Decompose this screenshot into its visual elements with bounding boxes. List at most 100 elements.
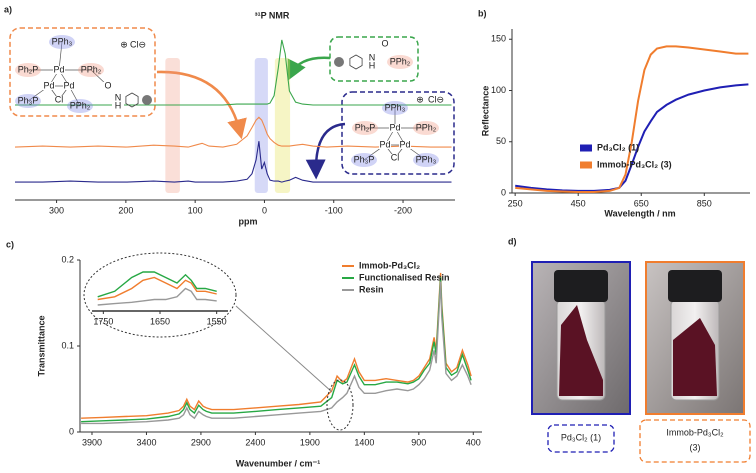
structure-label: N [115,92,122,102]
legend-label: Resin [359,284,384,294]
legend-label: Immob-Pd₃Cl₂ (3) [597,159,672,169]
y-tick-label: 100 [491,85,506,95]
structure-label: O [104,80,111,90]
ring [125,92,139,108]
y-axis-label: Reflectance [480,86,490,137]
ligand-tint [67,99,93,113]
structure-label: Ph₂P [355,122,376,132]
structure-label: Cl [55,94,64,104]
x-tick-label: 650 [634,198,649,208]
x-tick-label: 3400 [136,437,156,447]
legend-label: Pd₃Cl₂ (1) [597,142,639,152]
ligand-tint [49,35,75,49]
caption-frame [547,424,615,453]
structure-label: H [115,100,122,110]
label-bg [53,66,65,74]
structure-frame [341,91,455,175]
ligand-tint [351,153,377,167]
x-axis-label: Wavelength / nm [604,208,675,218]
structure-label: Pd [63,80,74,90]
arrow [156,70,247,140]
resin-bead [334,57,344,67]
structure-label: PPh₂ [416,122,437,132]
x-tick-label: 100 [188,205,203,215]
series-line [81,281,472,425]
y-tick-label: 0 [69,426,74,436]
structure-label: N [369,52,376,62]
ligand-tint [15,63,41,77]
label-bg [53,96,65,104]
label-bg [389,124,401,132]
x-tick-label: 2900 [191,437,211,447]
zoom-region [326,379,354,431]
label-bg [399,141,411,149]
ligand-tint [382,101,408,115]
series-line [515,45,749,193]
x-tick-label: -200 [394,205,412,215]
label-bg [379,141,391,149]
series-line [97,276,217,301]
x-tick-label: 1750 [93,316,113,326]
x-tick-label: -100 [325,205,343,215]
label-bg [43,82,55,90]
x-tick-label: 0 [262,205,267,215]
label-bg [414,96,426,104]
panel-label: d) [508,236,517,246]
highlight-band [274,58,291,193]
structure-label: Pd [399,139,410,149]
series-line [515,83,749,192]
y-tick-label: 150 [491,34,506,44]
series-line [14,116,452,148]
highlight-bands [165,58,291,193]
structure-label: Ph₃P [354,154,375,164]
label-bg [132,41,144,49]
ligand-tint [413,121,439,135]
structure-label: O [381,38,388,48]
y-axis-label: Transmittance [36,315,46,376]
x-tick-label: 450 [571,198,586,208]
label-bg [112,94,124,102]
ligand-tint [78,63,104,77]
x-tick-label: 3900 [82,437,102,447]
chart-title: ³¹P NMR [255,10,290,20]
inset-frame [83,252,237,338]
inset-connector [235,305,333,393]
structure-label: Cl [391,152,400,162]
caption: Pd₃Cl₂ (1) [561,432,601,442]
x-tick-label: 200 [118,205,133,215]
structure-label: PPh₃ [385,102,406,112]
structure-label: Pd [53,64,64,74]
structure-label: PPh₃ [52,36,73,46]
panel-label: b) [478,8,487,18]
x-axis-label: Wavenumber / cm⁻¹ [236,458,320,468]
structure-label: PPh₃ [416,154,437,164]
ring [349,54,363,70]
label-bg [63,82,75,90]
structure-label: PPh₂ [81,64,102,74]
x-tick-label: 1400 [354,437,374,447]
vial-cap [554,270,608,302]
arrow [287,56,331,81]
structure-label: H [369,60,376,70]
legend-label: Functionalised Resin [359,272,450,282]
structure-label: Ph₃P [18,95,39,105]
label-bg [389,154,401,162]
panel-label: c) [6,239,14,249]
arrow [305,122,346,180]
structure-label: Pd [379,139,390,149]
structure-label: ⊕ [120,39,128,49]
y-tick-label: 0.1 [61,340,74,350]
structure-label: Pd [43,80,54,90]
series-line [97,287,217,306]
structure-label: Pd [389,122,400,132]
label-bg [430,96,442,104]
series-line [97,271,217,298]
label-bg [379,40,391,48]
ligand-tint [413,153,439,167]
structure-label: PPh₂ [70,100,91,110]
label-bg [112,102,124,110]
series-line [15,39,452,106]
vial-contents [559,305,603,396]
ligand-tint [15,94,41,108]
